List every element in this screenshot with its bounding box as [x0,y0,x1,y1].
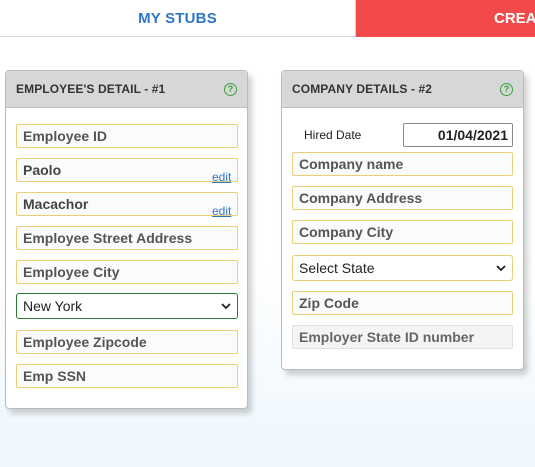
employee-card-header: EMPLOYEE'S DETAIL - #1 ? [6,71,247,108]
company-state-value: Select State [299,260,375,276]
company-name-field[interactable]: Company name [292,152,513,176]
employer-state-id-field[interactable]: Employer State ID number [292,325,513,349]
employee-ssn-field[interactable]: Emp SSN [16,364,238,388]
company-state-select[interactable]: Select State [292,255,513,281]
help-icon[interactable]: ? [224,82,237,96]
employee-street-field[interactable]: Employee Street Address [16,226,238,250]
help-icon[interactable]: ? [500,82,513,96]
last-name-field[interactable]: Macachor [16,192,238,216]
employee-details-card: EMPLOYEE'S DETAIL - #1 ? Employee ID Pao… [5,70,248,409]
tab-bar: MY STUBS CREAT [0,0,535,37]
employee-zipcode-field[interactable]: Employee Zipcode [16,330,238,354]
edit-first-name-link[interactable]: edit [212,170,232,184]
employee-card-title: EMPLOYEE'S DETAIL - #1 [16,82,166,96]
chevron-down-icon [221,303,231,310]
edit-last-name-link[interactable]: edit [212,204,232,218]
tab-create[interactable]: CREAT [356,0,535,37]
tab-my-stubs[interactable]: MY STUBS [0,0,356,37]
first-name-field[interactable]: Paolo [16,158,238,182]
company-address-field[interactable]: Company Address [292,186,513,210]
employee-city-field[interactable]: Employee City [16,260,238,284]
chevron-down-icon [496,265,506,272]
employee-id-field[interactable]: Employee ID [16,124,238,148]
employee-state-value: New York [23,298,83,314]
company-card-header: COMPANY DETAILS - #2 ? [282,71,523,108]
company-city-field[interactable]: Company City [292,220,513,244]
company-zip-field[interactable]: Zip Code [292,291,513,315]
employee-state-select[interactable]: New York [16,293,238,319]
company-card-title: COMPANY DETAILS - #2 [292,82,433,96]
company-details-card: COMPANY DETAILS - #2 ? Hired Date 01/04/… [281,70,524,370]
hired-date-label: Hired Date [304,128,362,142]
hired-date-input[interactable]: 01/04/2021 [403,123,513,147]
